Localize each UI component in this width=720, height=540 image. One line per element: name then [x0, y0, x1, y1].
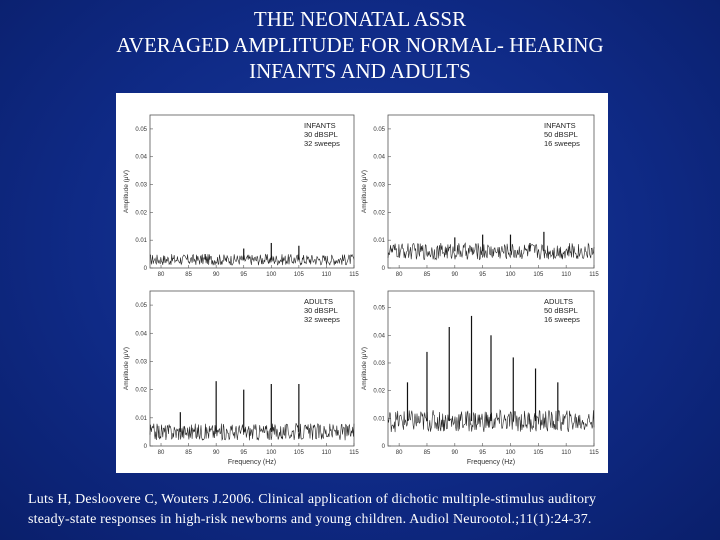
panel-2-y-tick-label-3: 0.03 [373, 183, 385, 189]
panel-1-y-tick-label-5: 0.05 [135, 127, 147, 133]
panel-3-y-tick-label-5: 0.05 [135, 303, 147, 309]
panel-1-y-tick-label-3: 0.03 [135, 183, 147, 189]
panel-1-x-tick-label-7: 115 [349, 272, 359, 278]
panel-1-legend-line-2: 30 dBSPL [304, 130, 338, 139]
panel-3-x-axis-label: Frequency (Hz) [228, 459, 276, 466]
panel-1-x-tick-label-2: 90 [213, 272, 220, 278]
panel-2-y-tick-label-4: 0.04 [373, 155, 385, 161]
panel-4-x-tick-label-7: 115 [589, 450, 599, 456]
panel-3-frame [149, 290, 355, 447]
panel-2-x-tick-label-4: 100 [505, 272, 516, 278]
panel-2-legend-line-1: INFANTS [544, 121, 576, 130]
panel-2-spectrum-line [387, 242, 595, 261]
panel-2-x-tick-label-1: 85 [424, 272, 431, 278]
panel-1-y-tick-label-0: 0 [144, 266, 148, 272]
panel-4-legend-line-3: 16 sweeps [544, 315, 580, 324]
citation-line-1: Luts H, Desloovere C, Wouters J.2006. Cl… [28, 492, 597, 507]
panel-3-x-tick-label-2: 90 [213, 450, 220, 456]
panel-1-legend-line-3: 32 sweeps [304, 139, 340, 148]
slide-title: THE NEONATAL ASSR AVERAGED AMPLITUDE FOR… [0, 6, 720, 84]
panel-3-x-tick-label-5: 105 [294, 450, 305, 456]
panel-1-x-tick-label-6: 110 [322, 272, 332, 278]
panel-3-x-tick-label-4: 100 [266, 450, 277, 456]
panel-1-y-tick-label-1: 0.01 [135, 238, 147, 244]
panel-3-legend-line-3: 32 sweeps [304, 315, 340, 324]
panel-3-y-tick-label-0: 0 [144, 444, 148, 450]
panel-4-y-tick-label-5: 0.05 [373, 306, 385, 312]
panel-1-frame [149, 114, 355, 269]
panel-4-x-tick-label-1: 85 [424, 450, 431, 456]
panel-3-x-tick-label-1: 85 [185, 450, 192, 456]
panel-2-legend-line-2: 50 dBSPL [544, 130, 578, 139]
panel-3-y-tick-label-4: 0.04 [135, 331, 147, 337]
citation: Luts H, Desloovere C, Wouters J.2006. Cl… [28, 490, 708, 530]
assr-figure: 80 85 90 95 100 105 110 115 0 0.01 0.02 0.03 0.04 0.0… [116, 93, 608, 473]
panel-1-spectrum-line [149, 253, 355, 266]
panel-4-x-axis-label: Frequency (Hz) [467, 459, 515, 466]
panel-3-y-tick-label-1: 0.01 [135, 416, 147, 422]
panel-4-x-tick-label-0: 80 [396, 450, 403, 456]
panel-3-x-tick-label-0: 80 [158, 450, 165, 456]
slide-title-line-3: INFANTS AND ADULTS [249, 59, 471, 83]
panel-4-legend-line-2: 50 dBSPL [544, 306, 578, 315]
slide-title-line-2: AVERAGED AMPLITUDE FOR NORMAL- HEARING [116, 33, 604, 57]
panel-4-x-tick-label-4: 100 [505, 450, 516, 456]
panel-1-y-tick-label-2: 0.02 [135, 210, 147, 216]
panel-1-legend-line-1: INFANTS [304, 121, 336, 130]
panel-4-y-axis-label: Amplitude (μV) [361, 347, 368, 390]
panel-4-x-tick-label-2: 90 [451, 450, 458, 456]
panel-1-y-tick-label-4: 0.04 [135, 155, 147, 161]
panel-2-y-axis-label: Amplitude (μV) [361, 170, 368, 213]
citation-line-2: steady-state responses in high-risk newb… [28, 512, 592, 527]
panel-1-x-tick-label-5: 105 [294, 272, 305, 278]
panel-4-y-tick-label-0: 0 [382, 444, 386, 450]
panel-3-legend-line-1: ADULTS [304, 297, 333, 306]
panel-2-y-tick-label-0: 0 [382, 266, 386, 272]
panel-2-y-tick-label-2: 0.02 [373, 210, 385, 216]
panel-3-y-tick-label-3: 0.03 [135, 359, 147, 365]
panel-4-x-tick-label-6: 110 [561, 450, 571, 456]
panel-4-legend-line-1: ADULTS [544, 297, 573, 306]
panel-3-legend-line-2: 30 dBSPL [304, 306, 338, 315]
slide-title-line-1: THE NEONATAL ASSR [253, 7, 467, 31]
panel-4-y-tick-label-2: 0.02 [373, 389, 385, 395]
panel-1-x-tick-label-1: 85 [185, 272, 192, 278]
panel-1-x-tick-label-4: 100 [266, 272, 277, 278]
panel-2-x-tick-label-5: 105 [533, 272, 544, 278]
panel-4-y-tick-label-4: 0.04 [373, 333, 385, 339]
panel-4-frame [387, 290, 595, 447]
panel-2-x-tick-label-7: 115 [589, 272, 599, 278]
panel-1-x-tick-label-0: 80 [158, 272, 165, 278]
panel-3-x-tick-label-3: 95 [240, 450, 247, 456]
panel-3-y-tick-label-2: 0.02 [135, 388, 147, 394]
panel-2-x-tick-label-3: 95 [479, 272, 486, 278]
panel-4-x-tick-label-5: 105 [533, 450, 544, 456]
panel-2-x-tick-label-0: 80 [396, 272, 403, 278]
assr-figure-svg: 80 85 90 95 100 105 110 115 0 0.01 0.02 0.03 0.04 0.0… [123, 114, 599, 466]
panel-4-y-tick-label-3: 0.03 [373, 361, 385, 367]
panel-3-x-tick-label-6: 110 [322, 450, 332, 456]
panel-1-x-tick-label-3: 95 [240, 272, 247, 278]
panel-3-y-axis-label: Amplitude (μV) [123, 347, 130, 390]
panel-3-x-tick-label-7: 115 [349, 450, 359, 456]
panel-2-frame [387, 114, 595, 269]
panel-2-x-tick-label-6: 110 [561, 272, 571, 278]
panel-3-spectrum-line [149, 422, 355, 441]
panel-2-y-tick-label-1: 0.01 [373, 238, 385, 244]
panel-1-y-axis-label: Amplitude (μV) [123, 170, 130, 213]
panel-4-x-tick-label-3: 95 [479, 450, 486, 456]
panel-4-y-tick-label-1: 0.01 [373, 416, 385, 422]
panel-2-x-tick-label-2: 90 [451, 272, 458, 278]
panel-2-y-tick-label-5: 0.05 [373, 127, 385, 133]
panel-2-legend-line-3: 16 sweeps [544, 139, 580, 148]
